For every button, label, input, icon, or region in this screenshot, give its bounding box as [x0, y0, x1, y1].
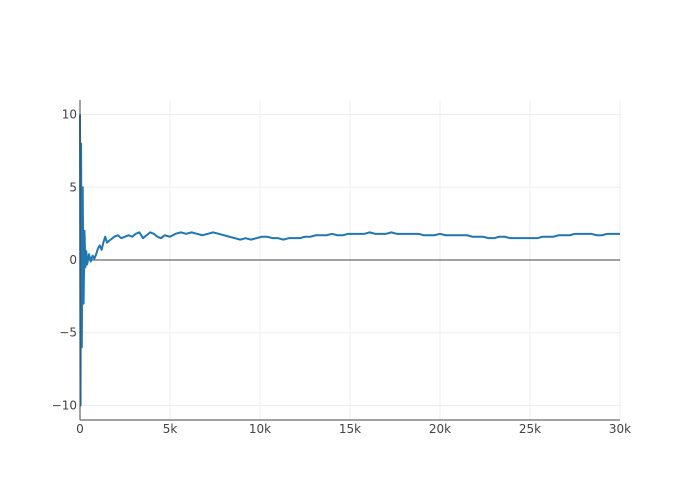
y-tick-label: 0	[69, 253, 77, 267]
x-tick-label: 10k	[249, 422, 271, 436]
axes	[79, 100, 620, 421]
y-tick-labels: 10 5 0 −5 −10	[52, 108, 77, 413]
x-tick-label: 0	[76, 422, 84, 436]
y-tick-label: 10	[62, 108, 77, 122]
y-tick-label: −10	[52, 398, 77, 412]
series-line	[79, 114, 620, 407]
x-tick-label: 15k	[339, 422, 361, 436]
x-tick-label: 25k	[519, 422, 541, 436]
y-tick-label: −5	[59, 326, 77, 340]
y-tick-label: 5	[69, 180, 77, 194]
x-tick-label: 5k	[163, 422, 178, 436]
x-tick-labels: 0 5k 10k 15k 20k 25k 30k	[76, 422, 631, 436]
x-tick-label: 30k	[609, 422, 631, 436]
x-tick-label: 20k	[429, 422, 451, 436]
series-group	[79, 114, 620, 407]
